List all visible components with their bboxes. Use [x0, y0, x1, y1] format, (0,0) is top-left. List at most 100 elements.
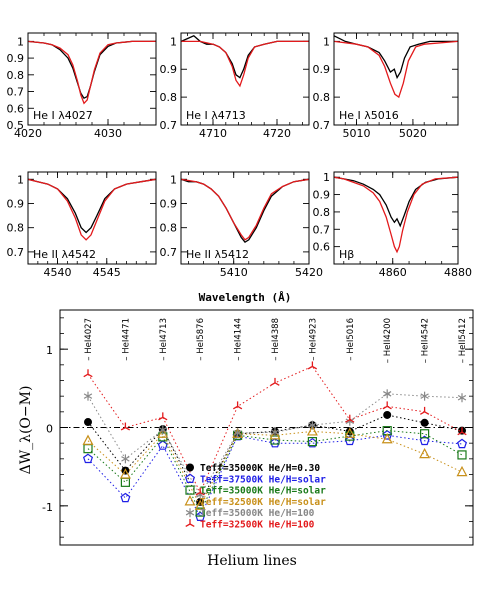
line-name-label: – HeII4200: [383, 318, 393, 363]
marker-stroke: [158, 427, 167, 433]
marker-stroke: [87, 373, 93, 378]
marker-point: [457, 393, 467, 403]
marker-point: [382, 401, 392, 410]
y-tick-label: 0.8: [313, 91, 331, 104]
marker-point: [186, 463, 194, 472]
marker-point: [456, 438, 468, 449]
y-tick-label: 0.9: [7, 52, 25, 65]
bottom-ylabel: ΔW_λ(O−M): [18, 386, 34, 475]
x-tick-label: 5420: [295, 266, 323, 279]
marker-point: [185, 508, 195, 518]
marker-point: [194, 499, 206, 510]
marker-point: [306, 425, 318, 436]
marker-stroke: [237, 405, 243, 410]
spectrum-panel: 4020 4030 0.5 0.6 0.7 0.8 0.9 1 He I λ4027: [7, 32, 157, 140]
marker-stroke: [420, 393, 429, 399]
spectrum-panel: 4540 4545 0.7 0.8 0.9 1 He II λ4542: [7, 171, 157, 279]
model-spectrum-line: [181, 40, 309, 88]
x-tick-label: 4030: [94, 127, 122, 140]
marker-stroke: [233, 430, 242, 436]
marker-point: [158, 425, 167, 435]
marker-point: [158, 412, 168, 421]
x-tick-label: 4545: [93, 266, 121, 279]
y-tick-label: 0.7: [160, 119, 178, 132]
marker-stroke: [349, 419, 355, 423]
marker-point: [345, 414, 355, 423]
marker-stroke: [232, 405, 238, 410]
x-tick-label: 4020: [14, 127, 42, 140]
panel-label: He II λ5412: [186, 248, 249, 261]
marker-point: [232, 401, 243, 410]
marker-stroke: [185, 523, 191, 528]
marker-point: [83, 391, 93, 401]
marker-point: [420, 429, 430, 439]
panel-label: He I λ4713: [186, 109, 246, 122]
panel-frame: [27, 32, 157, 126]
y-tick-label: 0: [46, 423, 53, 436]
marker-point: [195, 507, 205, 517]
marker-stroke: [162, 416, 168, 421]
model-spectrum-line: [28, 178, 156, 241]
top-xlabel: Wavelength (Å): [199, 291, 292, 304]
y-tick-label: 1: [46, 344, 53, 357]
marker-point: [270, 377, 280, 386]
marker-stroke: [312, 365, 318, 370]
marker-point: [381, 432, 393, 444]
marker-stroke: [424, 411, 430, 415]
marker-point: [419, 435, 430, 446]
marker-point: [419, 406, 430, 415]
series-line: [87, 434, 463, 518]
marker-stroke: [308, 422, 317, 428]
marker-point: [233, 428, 242, 438]
model-spectrum-line: [334, 40, 458, 99]
y-tick-label: 0.9: [160, 63, 178, 76]
marker-point: [120, 492, 131, 503]
y-tick-label: 0.7: [160, 246, 178, 259]
observed-spectrum-line: [334, 35, 458, 80]
marker-point: [420, 418, 429, 427]
x-tick-label: 5410: [220, 266, 248, 279]
marker-point: [457, 450, 467, 460]
spectrum-panel: 5010 5020 0.7 0.8 0.9 1 He I λ5016: [313, 32, 459, 140]
x-tick-label: 4540: [44, 266, 72, 279]
line-name-label: – HeI4471: [121, 318, 131, 361]
y-tick-label: 1: [17, 35, 24, 48]
marker-stroke: [274, 382, 280, 386]
legend-entry: Teff=32500K He/H=100: [200, 520, 315, 531]
marker-point: [419, 447, 431, 459]
legend-entry: Teff=35000K He/H=100: [200, 508, 315, 519]
y-tick-label: 0.8: [313, 206, 331, 219]
panel-label: He II λ4542: [33, 248, 96, 261]
marker-point: [185, 485, 195, 495]
marker-point: [84, 418, 92, 427]
marker-point: [195, 487, 205, 496]
line-name-label: – HeI4027: [84, 318, 94, 361]
x-tick-label: 4720: [263, 127, 291, 140]
marker-stroke: [382, 405, 388, 410]
marker-stroke: [457, 394, 467, 401]
marker-point: [120, 422, 131, 431]
y-tick-label: 0.9: [313, 189, 331, 202]
marker-point: [82, 453, 94, 464]
line-name-label: – HeI4923: [308, 318, 318, 361]
marker-point: [119, 468, 131, 479]
y-tick-label: 0.8: [7, 69, 25, 82]
marker-point: [121, 454, 130, 464]
marker-point: [185, 519, 195, 528]
y-tick-label: 0.7: [7, 246, 25, 259]
y-tick-label: 0.7: [7, 86, 25, 99]
marker-stroke: [386, 405, 392, 410]
y-tick-label: 1: [323, 171, 330, 184]
x-tick-label: 5010: [343, 127, 371, 140]
y-tick-label: 0.7: [313, 223, 331, 236]
y-tick-label: 0.9: [313, 63, 331, 76]
spectrum-panel: 5410 5420 0.7 0.8 0.9 1 He II λ5412: [160, 171, 323, 279]
marker-stroke: [199, 491, 205, 496]
marker-point: [184, 473, 196, 483]
y-tick-label: 0.8: [160, 222, 178, 235]
marker-stroke: [185, 509, 195, 516]
spectrum-panel: 4860 4880 0.6 0.7 0.8 0.9 1 Hβ: [313, 171, 473, 279]
marker-point: [120, 477, 131, 487]
marker-stroke: [120, 426, 126, 431]
